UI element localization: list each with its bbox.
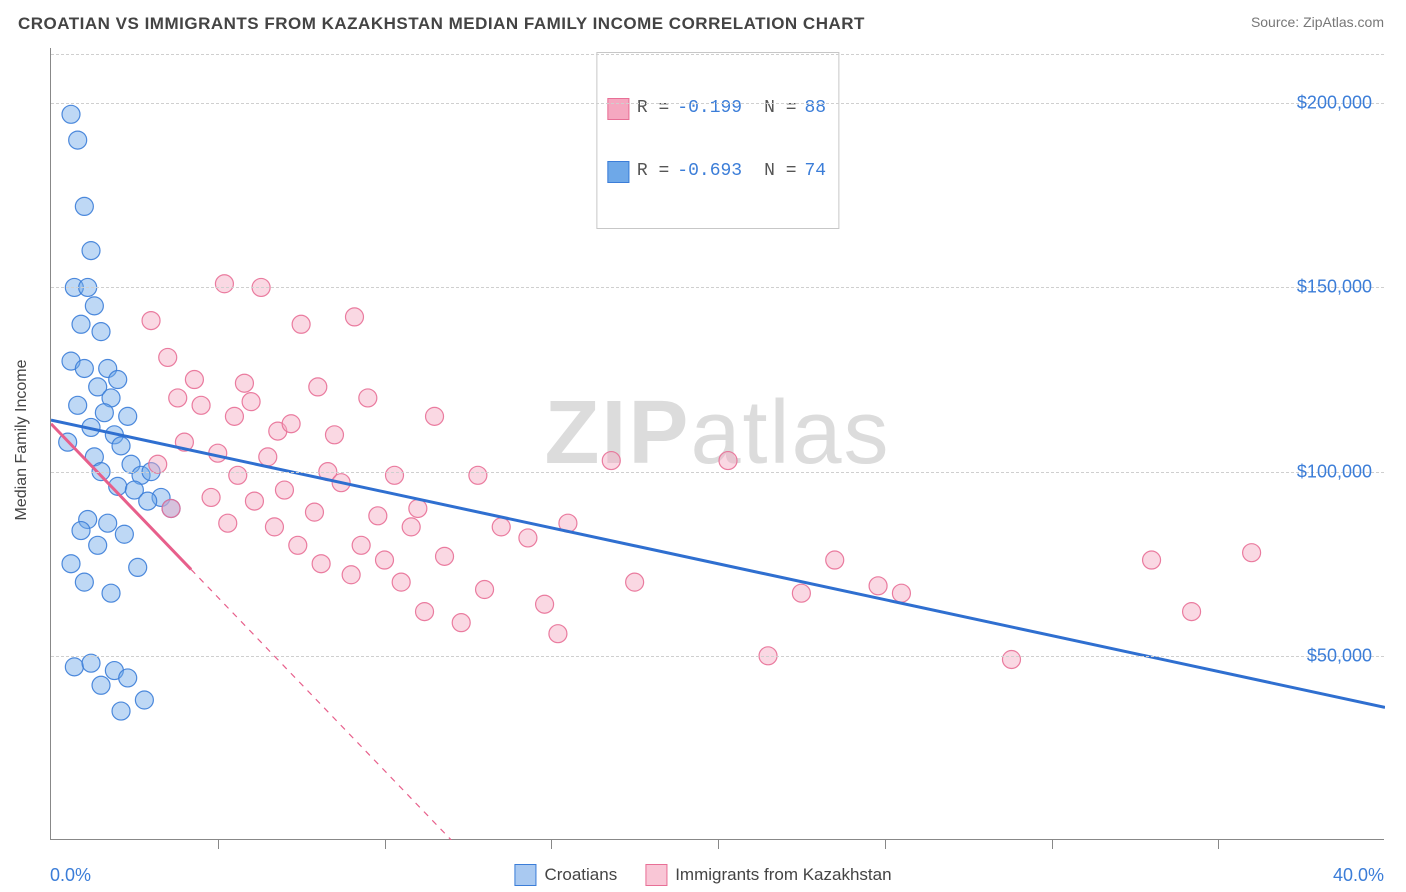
- swatch-series-0: [607, 161, 629, 183]
- x-axis-end-label: 40.0%: [1333, 865, 1384, 886]
- legend-row-series-1: R = -0.199 N = 88: [607, 97, 826, 120]
- gridline-h: [51, 472, 1384, 473]
- gridline-h: [51, 103, 1384, 104]
- gridline-h: [51, 656, 1384, 657]
- r-value-1: -0.199: [677, 97, 742, 120]
- n-value-1: 88: [805, 97, 827, 120]
- legend-item-0: Croatians: [514, 864, 617, 886]
- legend-row-series-0: R = -0.693 N = 74: [607, 160, 826, 183]
- x-tick: [1052, 839, 1053, 849]
- x-tick: [1218, 839, 1219, 849]
- gridline-h: [51, 287, 1384, 288]
- y-axis-title: Median Family Income: [13, 360, 31, 521]
- r-value-0: -0.693: [677, 160, 742, 183]
- y-tick-label: $50,000: [1307, 645, 1372, 666]
- swatch-series-1: [607, 98, 629, 120]
- gridline-h-top: [51, 54, 1384, 55]
- legend-swatch-1: [645, 864, 667, 886]
- x-tick: [885, 839, 886, 849]
- x-tick: [551, 839, 552, 849]
- y-tick-label: $100,000: [1297, 461, 1372, 482]
- y-tick-label: $200,000: [1297, 93, 1372, 114]
- y-tick-label: $150,000: [1297, 277, 1372, 298]
- n-value-0: 74: [805, 160, 827, 183]
- legend-item-1: Immigrants from Kazakhstan: [645, 864, 891, 886]
- x-tick: [218, 839, 219, 849]
- legend-correlation: R = -0.199 N = 88 R = -0.693 N = 74: [596, 52, 839, 229]
- x-tick: [718, 839, 719, 849]
- legend-swatch-0: [514, 864, 536, 886]
- legend-label-1: Immigrants from Kazakhstan: [675, 865, 891, 885]
- chart-source: Source: ZipAtlas.com: [1251, 14, 1384, 30]
- plot-area: ZIPatlas R = -0.199 N = 88 R = -0.693 N …: [50, 48, 1384, 840]
- legend-series: Croatians Immigrants from Kazakhstan: [514, 864, 891, 886]
- chart-title: CROATIAN VS IMMIGRANTS FROM KAZAKHSTAN M…: [18, 14, 865, 34]
- x-tick: [385, 839, 386, 849]
- legend-label-0: Croatians: [544, 865, 617, 885]
- x-axis-start-label: 0.0%: [50, 865, 91, 886]
